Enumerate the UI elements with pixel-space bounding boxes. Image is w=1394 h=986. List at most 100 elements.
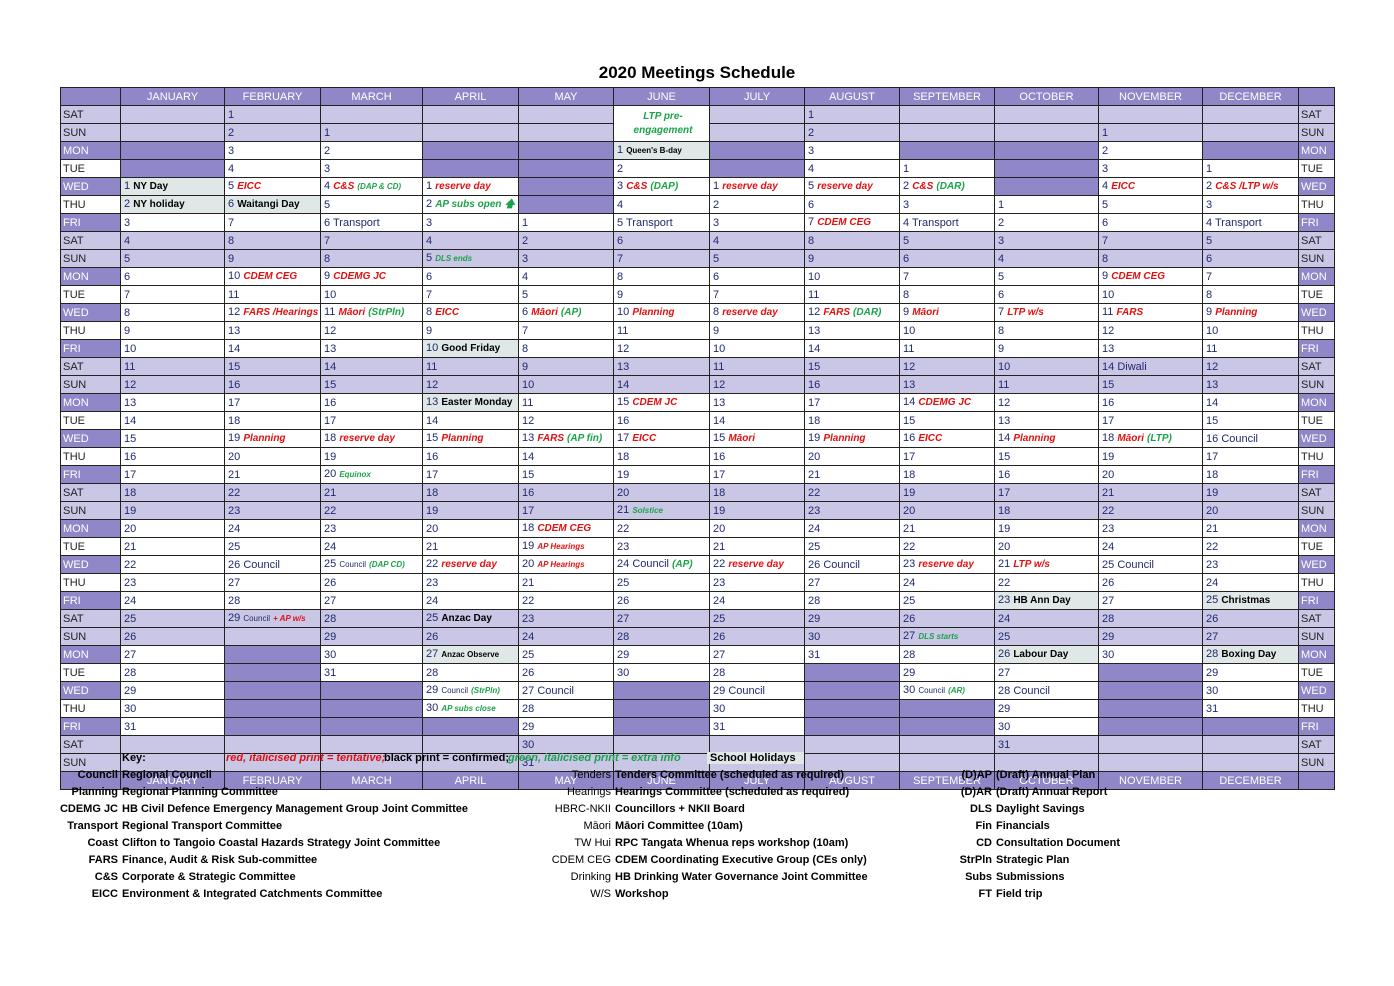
day-number: 9 bbox=[1206, 306, 1213, 318]
day-cell: 13 bbox=[994, 411, 1099, 430]
weekday-label: TUE bbox=[60, 411, 121, 430]
day-number: 14 bbox=[124, 414, 137, 427]
day-cell: 12 bbox=[613, 339, 710, 358]
day-number: 29 bbox=[713, 684, 726, 697]
day-number: 16 bbox=[903, 432, 916, 444]
day-number: 9 bbox=[998, 342, 1005, 355]
day-cell: 21 bbox=[120, 537, 225, 556]
empty-cell bbox=[1098, 717, 1203, 736]
empty-cell bbox=[120, 141, 225, 160]
day-cell: 31 bbox=[709, 717, 805, 736]
day-cell: 28 Council bbox=[994, 681, 1099, 700]
entry-text: reserve day bbox=[722, 181, 778, 192]
day-number: 20 bbox=[324, 468, 337, 480]
day-cell: 27 bbox=[613, 609, 710, 628]
day-cell: 9 bbox=[994, 339, 1099, 358]
day-cell: 18 bbox=[120, 483, 225, 502]
day-number: 6 bbox=[124, 270, 131, 283]
weekday-label: TUE bbox=[1298, 411, 1335, 430]
key-description: RPC Tangata Whenua reps workshop (10am) bbox=[615, 837, 849, 849]
entry-text: 🡅 bbox=[504, 199, 515, 210]
day-cell: 22 reserve day bbox=[709, 555, 805, 574]
day-cell: 1 bbox=[1202, 159, 1299, 178]
day-cell: 4 bbox=[804, 159, 900, 178]
day-cell: 6 Transport bbox=[320, 213, 423, 232]
day-cell: 21 bbox=[422, 537, 519, 556]
day-number: 25 bbox=[228, 540, 241, 553]
weekday-label: THU bbox=[1298, 699, 1335, 718]
day-number: 5 bbox=[522, 288, 529, 301]
weekday-label: FRI bbox=[1298, 213, 1335, 232]
day-number: 25 bbox=[998, 630, 1011, 643]
day-number: 4 bbox=[522, 270, 529, 283]
day-number: 22 bbox=[426, 558, 439, 570]
day-cell: 11 bbox=[120, 357, 225, 376]
day-number: 11 bbox=[998, 378, 1010, 391]
key-abbrev: C&S bbox=[94, 871, 118, 883]
day-cell: 16 bbox=[224, 375, 321, 394]
day-number: 20 bbox=[1102, 468, 1115, 481]
day-number: 27 bbox=[1206, 630, 1219, 643]
empty-cell bbox=[224, 663, 321, 682]
weekday-label: TUE bbox=[60, 159, 121, 178]
day-cell: 23 bbox=[120, 573, 225, 592]
day-number: 19 bbox=[617, 468, 630, 481]
day-cell: 8 bbox=[899, 285, 995, 304]
day-cell: 20 bbox=[994, 537, 1099, 556]
day-number: 11 bbox=[713, 360, 725, 373]
day-number: 3 bbox=[124, 216, 131, 229]
day-cell: 11 bbox=[224, 285, 321, 304]
day-number: 22 bbox=[1102, 504, 1115, 517]
day-number: 14 bbox=[713, 414, 726, 427]
weekday-label: MON bbox=[1298, 393, 1335, 412]
day-cell: 26 bbox=[320, 573, 423, 592]
day-cell: 26 Council bbox=[224, 555, 321, 574]
day-cell: 18 bbox=[613, 447, 710, 466]
empty-cell bbox=[994, 753, 1099, 772]
day-cell: 5 bbox=[320, 195, 423, 214]
weekday-label: TUE bbox=[1298, 537, 1335, 556]
entry-text: FARS bbox=[823, 307, 850, 318]
day-cell: 18 reserve day bbox=[320, 429, 423, 448]
day-cell: 15 bbox=[120, 429, 225, 448]
weekday-label: MON bbox=[1298, 141, 1335, 160]
day-number: 3 bbox=[998, 234, 1005, 247]
day-cell: 23 bbox=[422, 573, 519, 592]
day-number: 12 bbox=[903, 360, 916, 373]
day-cell: 29 bbox=[994, 699, 1099, 718]
day-number: 24 bbox=[1206, 576, 1219, 589]
day-number: 3 bbox=[228, 144, 235, 157]
month-header: MAY bbox=[518, 771, 614, 790]
month-header: DECEMBER bbox=[1202, 87, 1299, 106]
entry-text: Transport bbox=[1214, 216, 1262, 229]
day-cell: 14 bbox=[1202, 393, 1299, 412]
day-cell: 24 bbox=[224, 519, 321, 538]
day-cell: 6 bbox=[899, 249, 995, 268]
day-cell: 1 bbox=[804, 105, 900, 124]
day-number: 12 bbox=[1102, 324, 1115, 337]
day-number: 24 bbox=[324, 540, 337, 553]
day-cell: 14 bbox=[804, 339, 900, 358]
entry-text: reserve day bbox=[435, 181, 491, 192]
day-cell: 17 bbox=[120, 465, 225, 484]
day-cell: 12 bbox=[422, 375, 519, 394]
day-number: 7 bbox=[713, 288, 720, 301]
day-number: 7 bbox=[998, 306, 1005, 318]
weekday-label: THU bbox=[60, 195, 121, 214]
day-cell: 12 bbox=[1098, 321, 1203, 340]
day-number: 11 bbox=[228, 288, 240, 301]
day-number: 27 bbox=[324, 594, 337, 607]
day-cell: 6 bbox=[709, 267, 805, 286]
day-cell: 7 bbox=[613, 249, 710, 268]
empty-cell bbox=[422, 159, 519, 178]
key-abbrev: Subs bbox=[965, 871, 992, 883]
day-cell: 23 bbox=[613, 537, 710, 556]
day-cell: 7 bbox=[224, 213, 321, 232]
day-number: 19 bbox=[426, 504, 439, 517]
day-cell: 16 bbox=[994, 465, 1099, 484]
day-cell: 6 bbox=[613, 231, 710, 250]
day-number: 4 bbox=[808, 162, 815, 175]
day-number: 11 bbox=[522, 396, 534, 409]
day-cell: 7 bbox=[1202, 267, 1299, 286]
day-cell: 24 bbox=[320, 537, 423, 556]
